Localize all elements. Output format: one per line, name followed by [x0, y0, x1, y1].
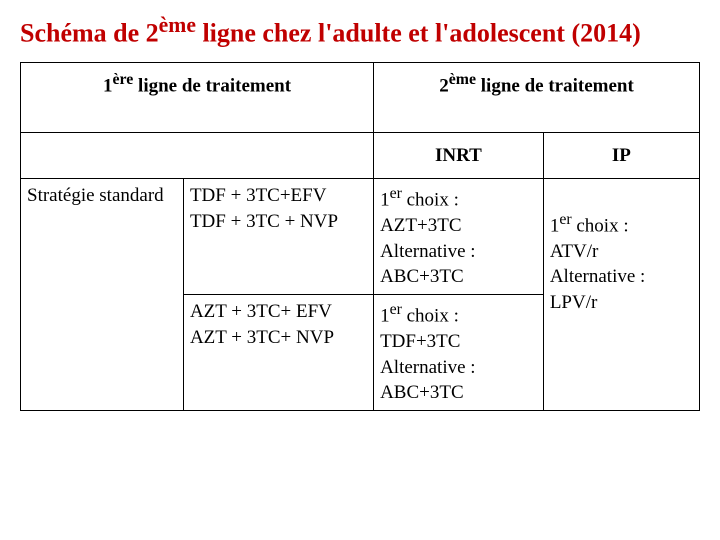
- treatment-table: 1ère ligne de traitement 2ème ligne de t…: [20, 62, 700, 411]
- header-first-line: 1ère ligne de traitement: [21, 63, 374, 133]
- subheader-ip: IP: [543, 133, 699, 179]
- subheader-blank: [21, 133, 374, 179]
- cell-c2: 1er choix : TDF+3TC Alternative : ABC+3T…: [374, 295, 544, 411]
- row-label: Stratégie standard: [21, 179, 184, 411]
- cell-b1: TDF + 3TC+EFV TDF + 3TC + NVP: [183, 179, 373, 295]
- cell-b2: AZT + 3TC+ EFV AZT + 3TC+ NVP: [183, 295, 373, 411]
- page-title: Schéma de 2ème ligne chez l'adulte et l'…: [20, 12, 700, 50]
- header-second-line: 2ème ligne de traitement: [374, 63, 700, 133]
- cell-d: 1er choix : ATV/r Alternative : LPV/r: [543, 179, 699, 411]
- cell-c1: 1er choix : AZT+3TC Alternative : ABC+3T…: [374, 179, 544, 295]
- subheader-inrt: INRT: [374, 133, 544, 179]
